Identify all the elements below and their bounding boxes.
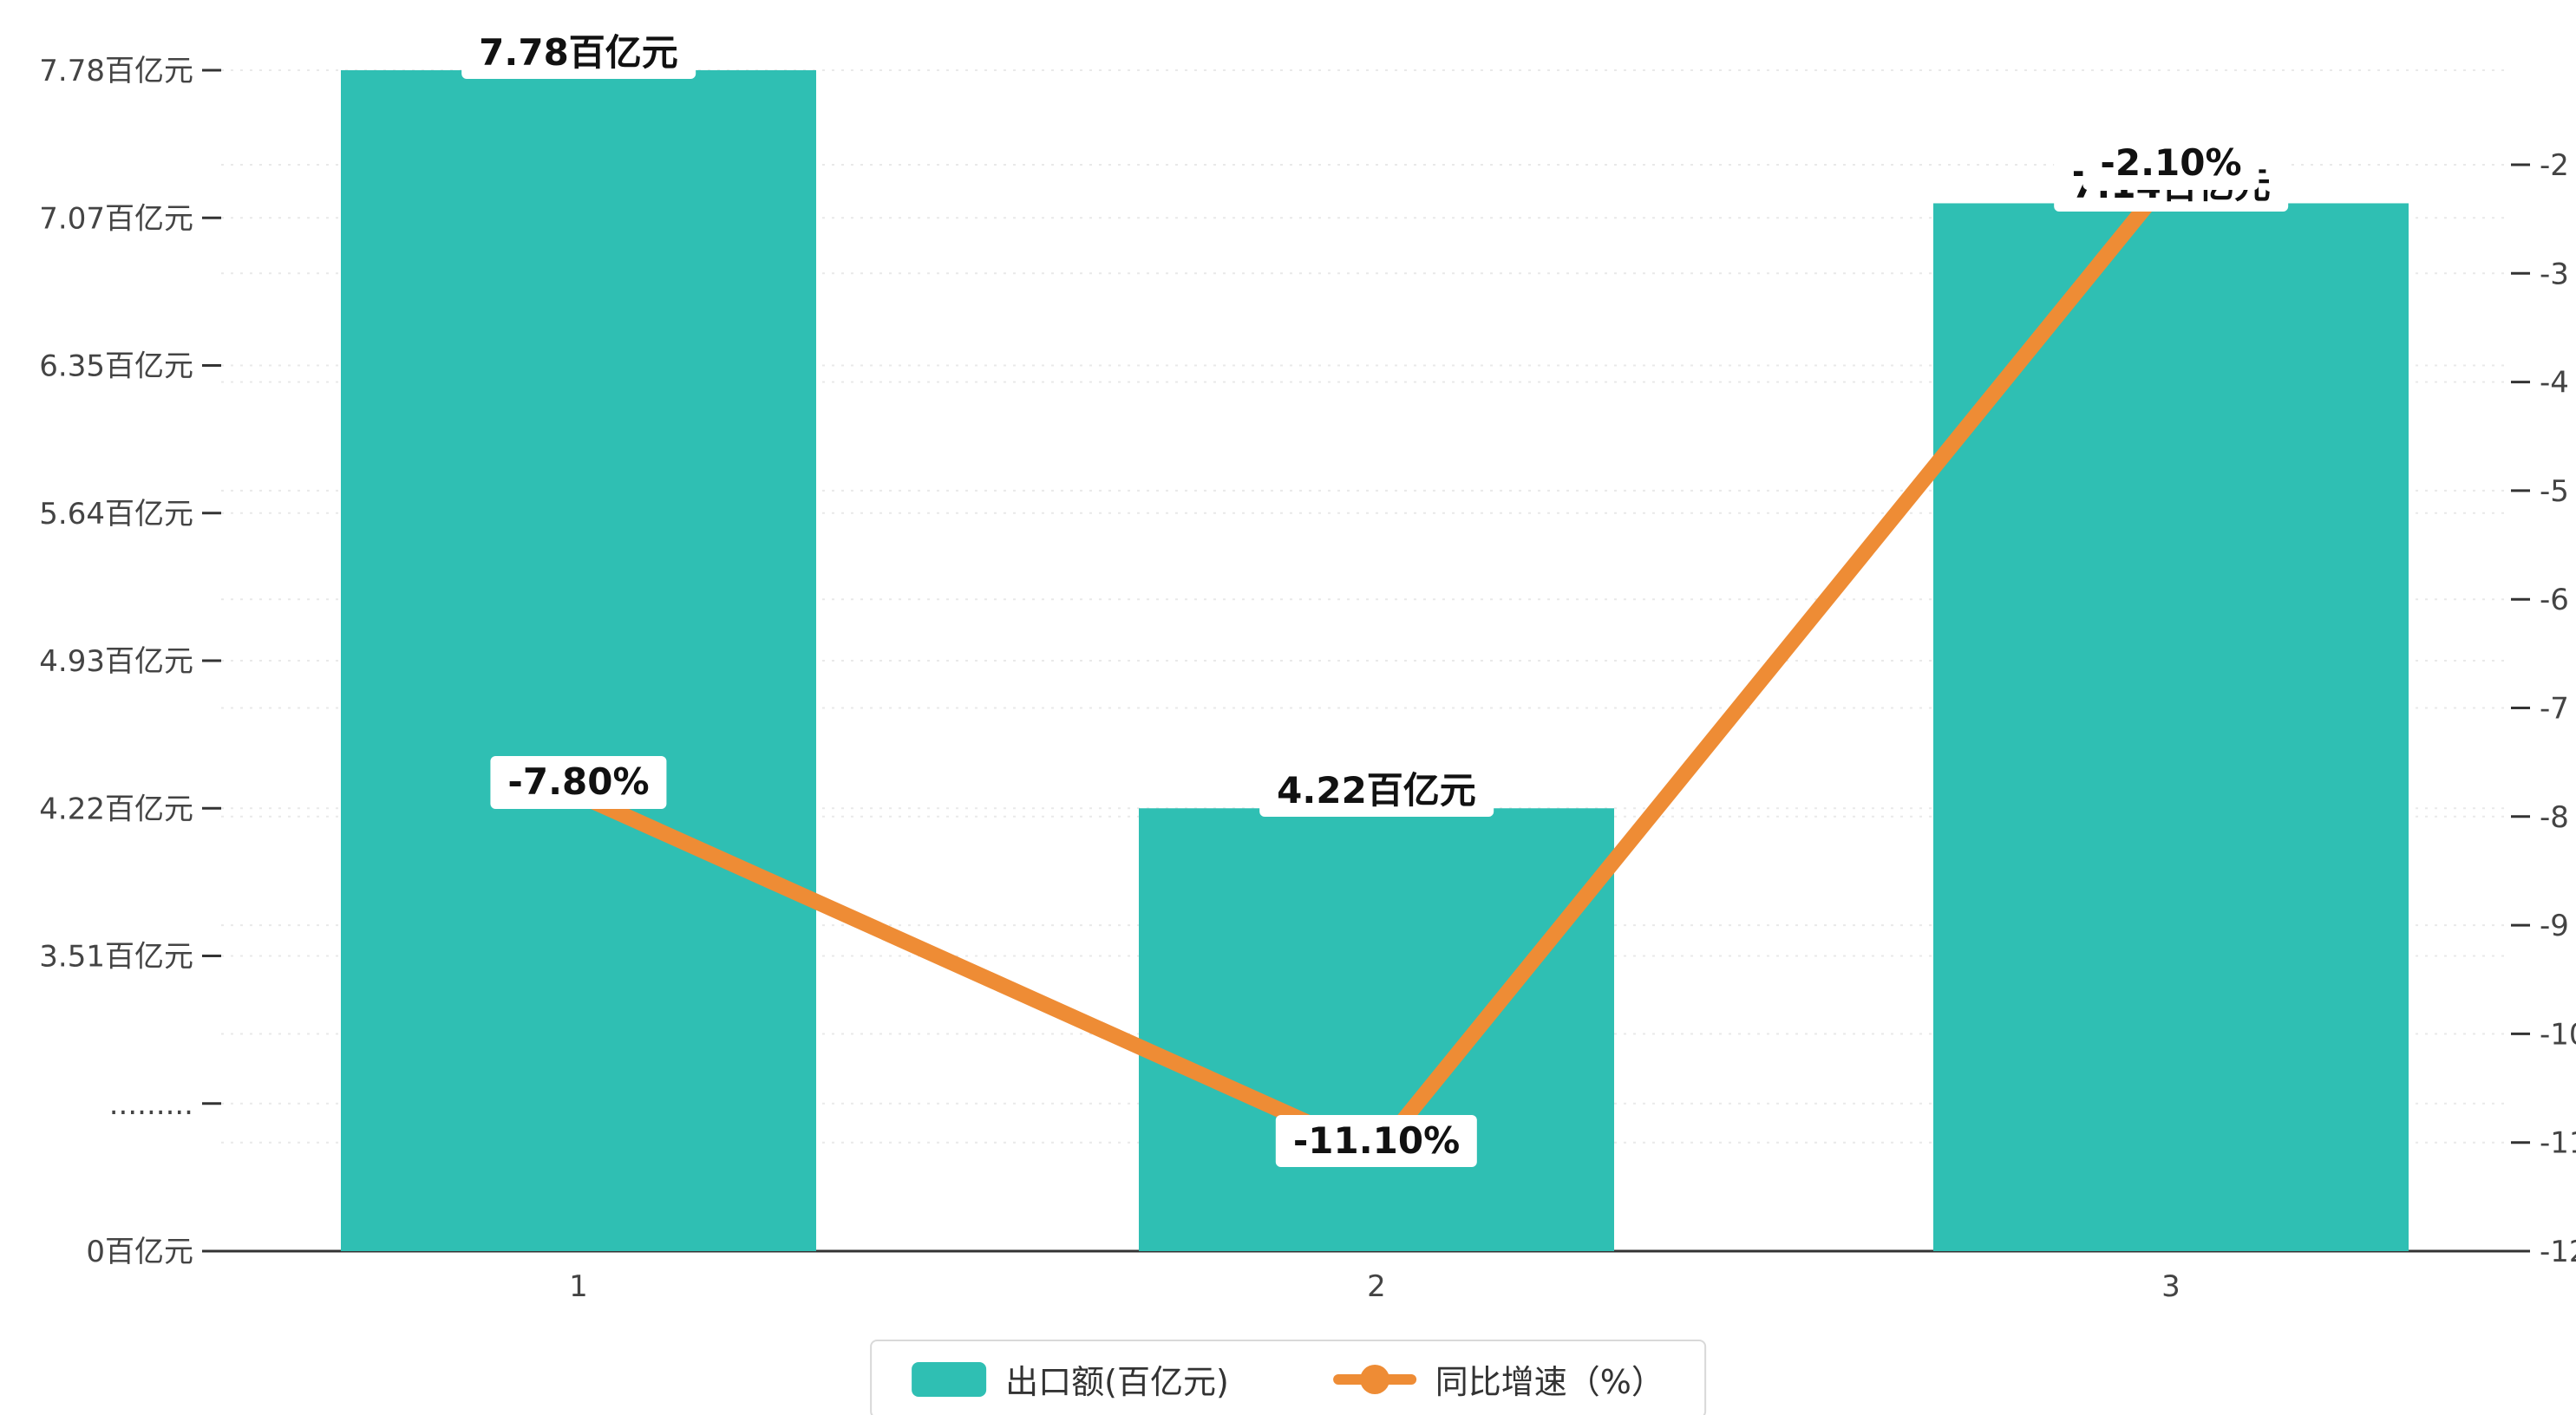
left-axis-group: 0百亿元......... 3.51百亿元 4.22百亿元 4.93百亿元 5.64百亿…: [39, 54, 221, 1269]
bar[interactable]: [341, 70, 816, 1251]
right-axis-label: -6: [2540, 583, 2569, 617]
legend-label-line-series: 同比增速（%）: [1435, 1363, 1664, 1401]
left-axis-label: 7.78百亿元: [39, 54, 193, 88]
right-axis-label: -9: [2540, 909, 2569, 943]
bar[interactable]: [1139, 808, 1614, 1251]
line-value-label: -2.10%: [2082, 137, 2259, 190]
bar-value-label: 4.22百亿元: [1259, 764, 1494, 818]
right-axis-label: -10: [2540, 1017, 2576, 1052]
left-axis-label: .........: [109, 1087, 193, 1122]
x-axis-label: 1: [569, 1269, 588, 1304]
right-axis-label: -3: [2540, 257, 2569, 291]
line-value-label: -11.10%: [1275, 1114, 1478, 1168]
right-axis-group: -2 -3 -4 -5 -6 -7 -8 -9 -10 -11 -12: [2511, 148, 2576, 1269]
right-axis-label: -8: [2540, 800, 2569, 835]
line-value-label: -7.80%: [490, 756, 667, 809]
legend-item-line-series[interactable]: 同比增速（%）: [1332, 1355, 1664, 1403]
chart-legend: 出口额(百亿元) 同比增速（%）: [870, 1340, 1706, 1415]
bar-series-swatch-icon: [912, 1361, 987, 1397]
right-axis-label: -4: [2540, 366, 2569, 401]
left-axis-label: 4.93百亿元: [39, 644, 193, 679]
left-axis-label: 6.35百亿元: [39, 349, 193, 384]
legend-label-bar-series: 出口额(百亿元): [1005, 1363, 1229, 1401]
x-axis-group: 1 2 3: [569, 1269, 2180, 1304]
right-axis-label: -12: [2540, 1235, 2576, 1269]
x-axis-label: 3: [2161, 1269, 2180, 1304]
bar-series-group: [341, 70, 2409, 1251]
line-series-swatch-icon: [1332, 1362, 1416, 1397]
right-axis-label: -2: [2540, 148, 2569, 183]
right-axis-label: -5: [2540, 474, 2569, 509]
right-axis-label: -11: [2540, 1126, 2576, 1161]
legend-dot-mark: [1359, 1364, 1389, 1394]
bar[interactable]: [1933, 203, 2409, 1251]
left-axis-label: 5.64百亿元: [39, 497, 193, 531]
legend-item-bar-series[interactable]: 出口额(百亿元): [912, 1355, 1229, 1403]
bar-value-label: 7.78百亿元: [461, 26, 696, 79]
left-axis-label: 3.51百亿元: [39, 940, 193, 975]
left-axis-label: 7.07百亿元: [39, 201, 193, 236]
x-axis-label: 2: [1367, 1269, 1386, 1304]
left-axis-label: 4.22百亿元: [39, 792, 193, 826]
right-axis-label: -7: [2540, 692, 2569, 727]
left-axis-label: 0百亿元: [86, 1235, 193, 1269]
